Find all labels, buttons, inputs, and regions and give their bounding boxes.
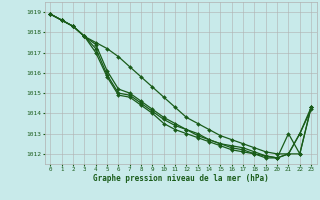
X-axis label: Graphe pression niveau de la mer (hPa): Graphe pression niveau de la mer (hPa) <box>93 174 269 183</box>
